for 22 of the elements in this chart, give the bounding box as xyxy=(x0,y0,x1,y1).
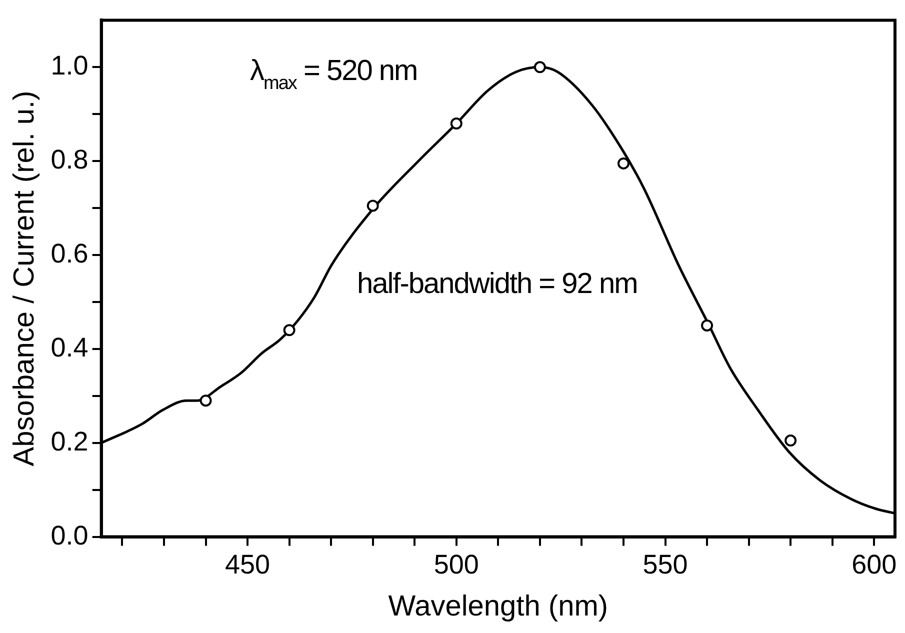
x-tick-label: 550 xyxy=(642,549,688,580)
point xyxy=(701,319,714,332)
y-tick-label: 0.0 xyxy=(50,520,88,550)
point xyxy=(617,157,630,170)
x-axis-title: Wavelength (nm) xyxy=(388,590,608,623)
y-tick-label: 0.6 xyxy=(50,238,88,268)
y-tick-label: 0.8 xyxy=(50,144,88,175)
point xyxy=(450,118,462,130)
point xyxy=(366,200,379,212)
x-tick-label: 600 xyxy=(852,549,897,580)
point xyxy=(200,394,212,407)
x-tick-label: 500 xyxy=(434,549,479,580)
point xyxy=(784,434,797,447)
annotation: half-bandwidth = 92 nm xyxy=(357,268,638,301)
y-axis-title: Absorbance / Current (rel. u.) xyxy=(8,90,40,466)
annotation: λ$_{max}$ = 520 nm xyxy=(250,55,418,95)
point xyxy=(283,324,296,336)
x-tick-label: 450 xyxy=(225,549,270,580)
y-tick-label: 0.2 xyxy=(50,426,88,456)
y-tick-label: 0.4 xyxy=(50,332,88,362)
y-tick-label: 1.0 xyxy=(50,50,88,81)
point xyxy=(534,61,546,74)
